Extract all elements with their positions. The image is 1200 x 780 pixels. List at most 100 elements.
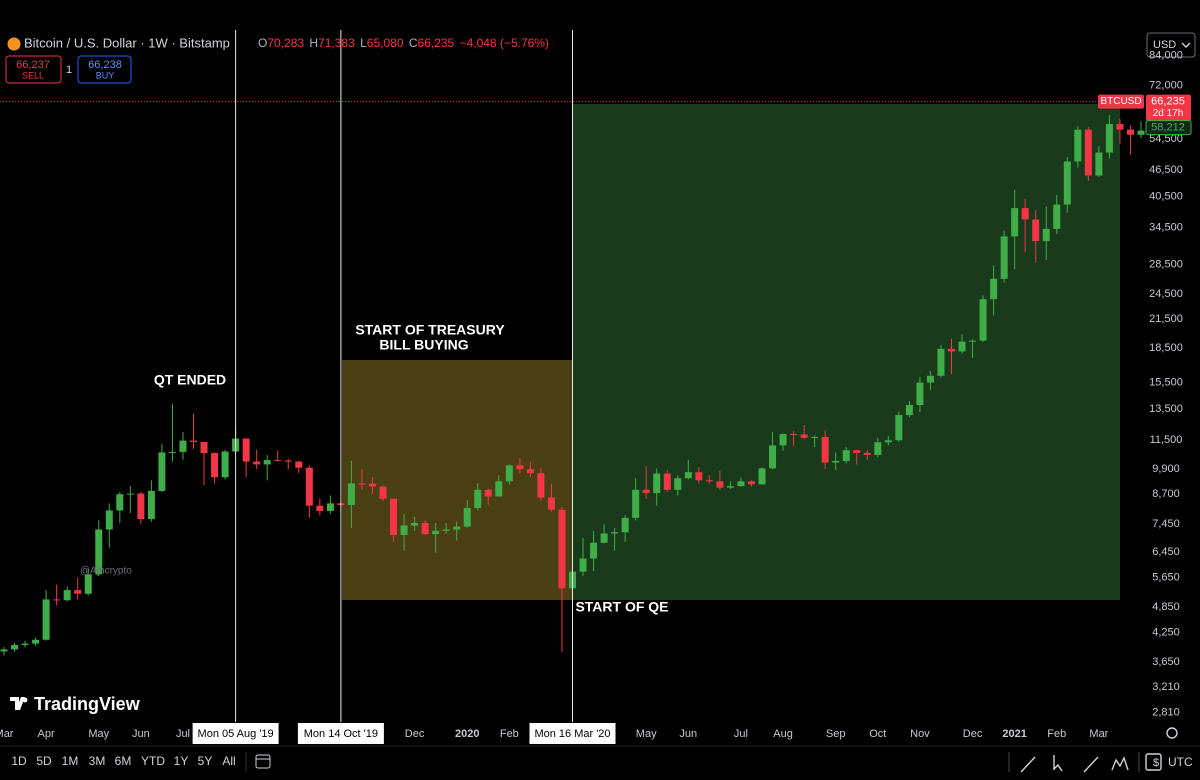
range-button[interactable]: 1M xyxy=(62,754,79,768)
candle-body xyxy=(274,460,282,462)
candle-body xyxy=(32,639,40,644)
currency-box[interactable] xyxy=(1146,32,1196,58)
marked-price-tag xyxy=(1145,120,1192,136)
trend-tool[interactable] xyxy=(1020,756,1036,773)
candle-body xyxy=(453,526,461,530)
candle-body xyxy=(221,451,229,478)
candle-body xyxy=(305,467,313,506)
candle-body xyxy=(495,481,503,497)
y-tick-label: 7,450 xyxy=(1152,518,1180,530)
y-tick-label: 9,900 xyxy=(1152,463,1180,475)
cursor-tool[interactable] xyxy=(1053,755,1063,772)
candle-body xyxy=(853,450,861,453)
candle-body xyxy=(95,529,103,575)
calendar-icon[interactable] xyxy=(255,754,271,769)
range-button[interactable]: 1D xyxy=(11,754,27,768)
event-label-box xyxy=(192,723,279,744)
range-button[interactable]: All xyxy=(222,754,235,768)
range-button[interactable]: 3M xyxy=(89,754,106,768)
currency-tool[interactable] xyxy=(1145,753,1162,771)
buy-box[interactable] xyxy=(77,55,132,84)
candle-body xyxy=(1063,161,1071,205)
candle-body xyxy=(611,532,619,534)
sell-price[interactable]: 66,237 xyxy=(16,59,50,71)
candle-body xyxy=(1032,219,1040,242)
candle-body xyxy=(811,436,819,438)
chevron[interactable] xyxy=(1181,42,1191,48)
annotation: START OF QE xyxy=(575,599,668,615)
x-tick-label: May xyxy=(636,728,657,740)
drawing-tools xyxy=(1008,727,1178,773)
candle-body xyxy=(63,590,71,601)
range-button[interactable]: YTD xyxy=(141,754,165,768)
x-tick-label: Mar xyxy=(1089,728,1108,740)
qe-zone xyxy=(573,104,1120,600)
candle-body xyxy=(442,529,450,531)
candle-body xyxy=(526,469,534,474)
candle-body xyxy=(1116,123,1124,130)
annotation: BILL BUYING xyxy=(379,337,468,353)
candle-body xyxy=(884,440,892,443)
range-button[interactable]: 1Y xyxy=(174,754,189,768)
candle-body xyxy=(505,465,513,482)
candle-body xyxy=(432,530,440,535)
candle-body xyxy=(747,481,755,485)
marked-price-text: 58,212 xyxy=(1151,121,1185,133)
currency-select[interactable]: USD xyxy=(1146,32,1196,58)
y-tick-label: 28,500 xyxy=(1149,259,1183,271)
y-tick-label: 15,500 xyxy=(1149,376,1183,388)
candle-body xyxy=(421,522,429,535)
ohlc-key: L xyxy=(360,36,367,50)
candle-body xyxy=(537,473,545,498)
sell-label[interactable]: SELL xyxy=(22,70,44,80)
candle-body xyxy=(200,441,208,453)
candle-body xyxy=(653,473,661,494)
candle-body xyxy=(263,460,271,465)
ohlc-value: 66,235 xyxy=(418,36,455,50)
pattern-tool[interactable] xyxy=(1111,756,1129,771)
candle-body xyxy=(1095,152,1103,176)
candle-body xyxy=(621,517,629,533)
buy-price[interactable]: 66,238 xyxy=(88,59,122,71)
candle-body xyxy=(190,440,197,442)
y-tick-label: 11,500 xyxy=(1150,434,1183,446)
y-tick-label: 24,500 xyxy=(1149,288,1183,300)
candle-body xyxy=(242,438,250,462)
date-picker[interactable] xyxy=(255,754,271,769)
candle-body xyxy=(42,599,50,640)
candle-body xyxy=(790,433,798,435)
buy-label[interactable]: BUY xyxy=(96,70,115,80)
buy-button[interactable]: 66,238 BUY xyxy=(77,55,132,84)
candle-body xyxy=(726,486,734,488)
candle-body xyxy=(137,493,145,520)
candle-body xyxy=(905,405,913,416)
range-button[interactable]: 6M xyxy=(115,754,132,768)
y-tick-label: 5,650 xyxy=(1152,572,1180,584)
logo-dot xyxy=(22,697,28,703)
candle-body xyxy=(590,542,598,559)
sell-button[interactable]: 66,237 SELL xyxy=(5,55,62,84)
candle-body xyxy=(390,498,398,535)
currency[interactable]: USD xyxy=(1153,39,1176,51)
candle-body xyxy=(1000,236,1008,279)
event-label: Mon 16 Mar '20 xyxy=(534,728,610,740)
candle-body xyxy=(516,465,524,470)
sell-box[interactable] xyxy=(5,55,62,84)
range-button[interactable]: 5D xyxy=(36,754,52,768)
line-tool[interactable] xyxy=(1083,756,1099,773)
range-button[interactable]: 5Y xyxy=(198,754,213,768)
candle-body xyxy=(21,643,29,646)
candle-body xyxy=(1042,228,1050,242)
y-tick-label: 4,250 xyxy=(1152,627,1180,639)
x-tick-label: Feb xyxy=(500,728,519,740)
candle-body xyxy=(158,452,166,491)
y-tick-label: 3,210 xyxy=(1152,681,1180,693)
timezone[interactable]: UTC xyxy=(1168,755,1193,769)
candle-body xyxy=(1021,208,1029,220)
x-tick-label: Mar xyxy=(0,728,14,740)
candle-body xyxy=(705,480,713,482)
candle-body xyxy=(474,489,482,509)
candle-body xyxy=(358,483,366,485)
settings-icon[interactable] xyxy=(1166,727,1178,739)
price-tag-countdown: 2d 17h xyxy=(1153,108,1184,119)
